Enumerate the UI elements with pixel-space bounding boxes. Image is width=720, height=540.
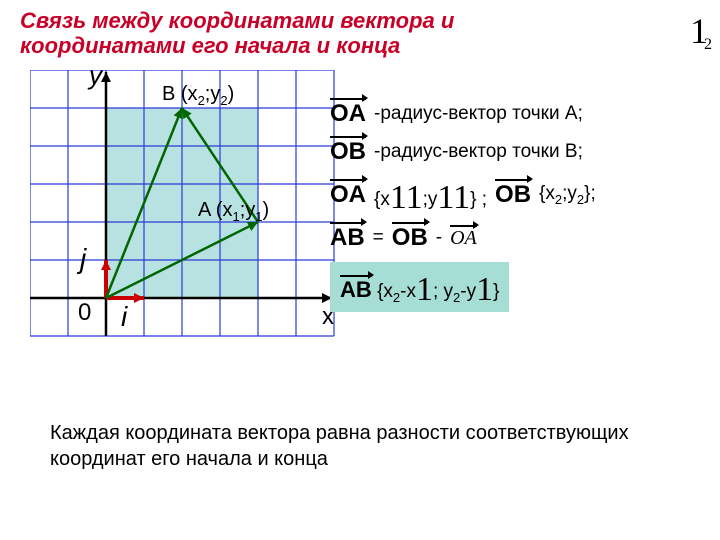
line-oa: OA -радиус-вектор точки A;	[330, 100, 700, 128]
result-highlight: AB {x2-x1; y2-y1}	[330, 262, 509, 312]
line-coords: OA {x11;y11} ; OB {x2;y2};	[330, 176, 700, 214]
svg-text:0: 0	[78, 299, 91, 326]
vector-oa2-icon: OA	[330, 181, 366, 209]
summary-text: Каждая координата вектора равна разности…	[50, 420, 650, 472]
line-ab-result: AB {x2-x1; y2-y1}	[330, 262, 700, 312]
vector-ob3-icon: OB	[392, 224, 428, 252]
text-ob-coords: {x2;y2};	[539, 183, 596, 207]
line-ob: OB -радиус-вектор точки B;	[330, 138, 700, 166]
slide-title: Связь между координатами вектора и коорд…	[20, 8, 580, 59]
svg-text:i: i	[121, 301, 128, 332]
svg-text:B (x2;y2): B (x2;y2)	[162, 83, 234, 108]
vector-oa3-icon: OA	[450, 227, 477, 250]
text-oa: -радиус-вектор точки A;	[374, 103, 583, 125]
vector-ob-icon: OB	[330, 138, 366, 166]
line-ab-eq: AB = OB - OA	[330, 224, 700, 252]
coordinate-grid: yx0ijB (x2;y2)A (x1;y1)	[30, 70, 340, 365]
slide-subnumber: 2	[704, 36, 712, 54]
vector-ab2-icon: AB	[340, 277, 372, 303]
svg-text:j: j	[76, 243, 87, 274]
equals-sign: =	[373, 227, 384, 249]
minus-sign: -	[436, 227, 442, 249]
text-oa-coords: {x11;y11} ;	[374, 176, 487, 214]
text-ob: -радиус-вектор точки B;	[374, 141, 583, 163]
vector-oa-icon: OA	[330, 100, 366, 128]
equations-panel: OA -радиус-вектор точки A; OB -радиус-ве…	[330, 100, 700, 322]
vector-ob2-icon: OB	[495, 181, 531, 209]
vector-ab-icon: AB	[330, 224, 365, 252]
svg-text:y: y	[87, 70, 104, 90]
